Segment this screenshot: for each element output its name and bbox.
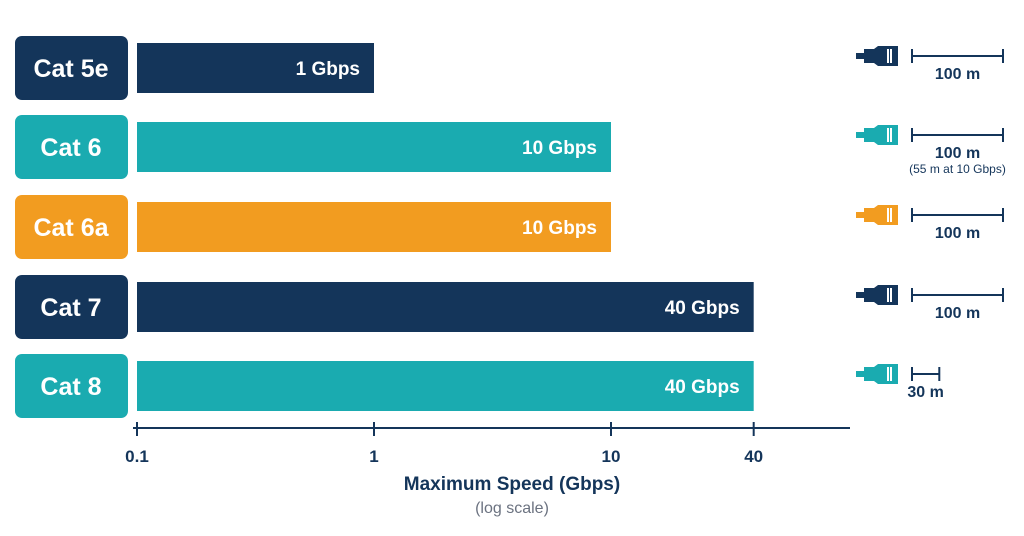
cable-stub [856, 212, 864, 218]
bar [137, 202, 611, 252]
category-label: Cat 8 [40, 373, 101, 401]
bar [137, 43, 374, 93]
category-label-box [15, 36, 128, 100]
category-label-box [15, 115, 128, 179]
bar [137, 361, 754, 411]
category-label-box [15, 275, 128, 339]
distance-scale [911, 128, 1004, 142]
distance-scale [911, 367, 941, 381]
plug-tip [894, 125, 898, 145]
distance-scale [911, 288, 1004, 302]
plug-body [864, 364, 894, 384]
distance-label: 100 m [935, 305, 980, 322]
plug-tip [894, 364, 898, 384]
ethernet-plug-icon [856, 364, 898, 384]
plug-contact [890, 49, 892, 63]
x-tick-label: 10 [602, 447, 621, 466]
bar-value-label: 1 Gbps [296, 59, 360, 80]
bar-value-label: 40 Gbps [665, 298, 740, 319]
plug-body [864, 205, 894, 225]
bar [137, 282, 754, 332]
category-label: Cat 6a [33, 214, 109, 242]
x-tick-label: 0.1 [125, 447, 149, 466]
x-tick-label: 1 [369, 447, 378, 466]
chart-row: Cat 5e 1 Gbps 100 m [15, 36, 1004, 100]
plug-body [864, 46, 894, 66]
bar [137, 122, 611, 172]
cable-stub [856, 292, 864, 298]
bar-value-label: 40 Gbps [665, 377, 740, 398]
plug-contact [887, 49, 889, 63]
plug-contact [887, 128, 889, 142]
category-label: Cat 7 [40, 294, 101, 322]
plug-contact [890, 367, 892, 381]
distance-label: 30 m [907, 384, 943, 401]
bar-value-label: 10 Gbps [522, 218, 597, 239]
plug-contact [887, 208, 889, 222]
category-label-box [15, 195, 128, 259]
x-tick-label: 40 [744, 447, 763, 466]
distance-note: (55 m at 10 Gbps) [909, 162, 1006, 176]
plug-body [864, 285, 894, 305]
ethernet-plug-icon [856, 205, 898, 225]
cable-stub [856, 53, 864, 59]
x-axis-subtitle: (log scale) [475, 500, 549, 517]
ethernet-plug-icon [856, 125, 898, 145]
distance-scale [911, 49, 1004, 63]
x-axis-title: Maximum Speed (Gbps) [404, 474, 620, 495]
chart-row: Cat 6 10 Gbps 100 m(55 m at 10 Gbps) [15, 115, 1006, 179]
cable-stub [856, 371, 864, 377]
ethernet-plug-icon [856, 46, 898, 66]
chart-row: Cat 7 40 Gbps 100 m [15, 275, 1004, 339]
distance-label: 100 m [935, 66, 980, 83]
plug-tip [894, 285, 898, 305]
bar-value-label: 10 Gbps [522, 138, 597, 159]
chart-row: Cat 8 40 Gbps 30 m [15, 354, 944, 418]
plug-contact [890, 208, 892, 222]
x-axis-ticks: 0.1 1 10 40 [125, 422, 763, 466]
plug-contact [887, 288, 889, 302]
distance-label: 100 m [935, 145, 980, 162]
ethernet-plug-icon [856, 285, 898, 305]
distance-label: 100 m [935, 225, 980, 242]
plug-contact [890, 288, 892, 302]
plug-body [864, 125, 894, 145]
chart-row: Cat 6a 10 Gbps 100 m [15, 195, 1004, 259]
plug-contact [890, 128, 892, 142]
plug-tip [894, 46, 898, 66]
category-label-box [15, 354, 128, 418]
distance-scale [911, 208, 1004, 222]
category-label: Cat 5e [33, 55, 108, 83]
plug-contact [887, 367, 889, 381]
cable-stub [856, 132, 864, 138]
category-label: Cat 6 [40, 134, 101, 162]
plug-tip [894, 205, 898, 225]
